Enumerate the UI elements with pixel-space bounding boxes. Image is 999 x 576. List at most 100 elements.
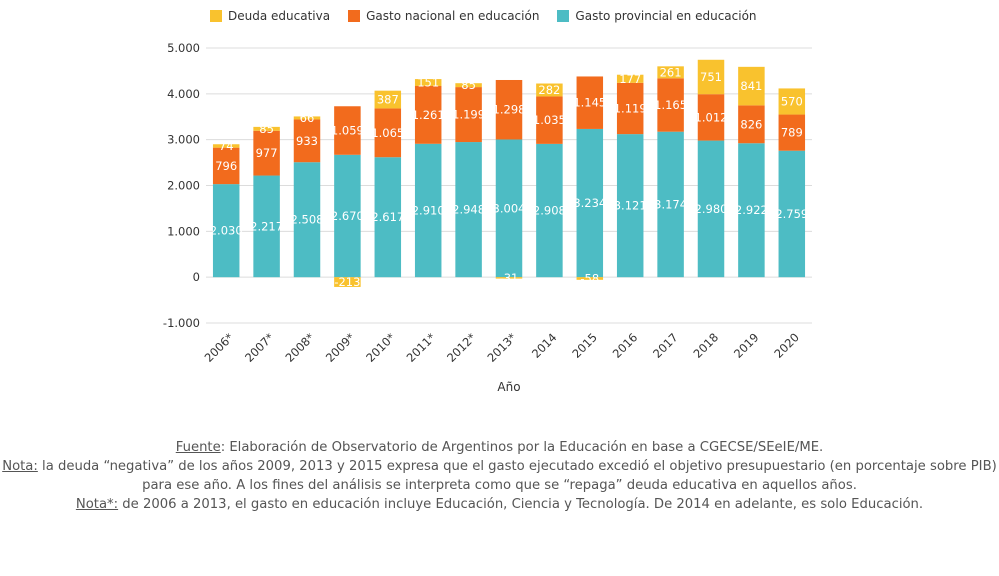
- data-label-provincial: 2.910: [412, 203, 445, 217]
- data-label-deuda: 74: [219, 139, 234, 153]
- bar-nacional: [657, 78, 684, 132]
- bar-nacional: [253, 130, 280, 176]
- data-label-deuda: 151: [417, 76, 439, 90]
- x-tick-label: 2008*: [282, 330, 317, 365]
- bar-nacional: [293, 119, 321, 163]
- note-scope-text: de 2006 a 2013, el gasto en educación in…: [118, 497, 924, 512]
- x-tick-label: 2020: [771, 330, 802, 361]
- note-scope-label: Nota*:: [75, 497, 119, 512]
- bar-provincial: [293, 162, 321, 278]
- chart-legend: Deuda educativa Gasto nacional en educac…: [210, 9, 757, 23]
- bar-deuda: [657, 66, 684, 79]
- data-label-provincial: 2.670: [331, 209, 364, 223]
- bar-deuda: [738, 66, 765, 106]
- data-label-deuda: 282: [538, 83, 560, 97]
- data-label-deuda: 261: [660, 65, 682, 79]
- bar-provincial: [576, 128, 604, 278]
- data-label-nacional: 1.261: [412, 108, 445, 122]
- legend-item-nacional: Gasto nacional en educación: [348, 9, 539, 23]
- bar-provincial: [253, 175, 280, 278]
- bar-deuda: [212, 144, 240, 148]
- bar-provincial: [455, 142, 482, 278]
- x-tick-label: 2009*: [323, 330, 358, 365]
- data-label-provincial: 3.121: [614, 199, 647, 213]
- data-label-nacional: 826: [740, 117, 762, 131]
- bar-nacional: [455, 87, 482, 143]
- bar-provincial: [536, 143, 563, 278]
- x-tick-label: 2019: [731, 330, 762, 361]
- note-negative-debt-text: la deuda “negativa” de los años 2009, 20…: [37, 459, 997, 493]
- note-negative-debt: Nota: la deuda “negativa” de los años 20…: [0, 457, 999, 495]
- data-label-provincial: 3.004: [493, 201, 526, 215]
- data-label-provincial: 2.508: [291, 213, 324, 227]
- data-label-nacional: 1.145: [573, 96, 606, 110]
- bar-nacional: [212, 147, 240, 185]
- legend-label-provincial: Gasto provincial en educación: [575, 9, 757, 23]
- data-label-nacional: 1.119: [614, 101, 647, 115]
- data-label-provincial: 2.759: [775, 207, 808, 221]
- bar-deuda: [495, 277, 523, 279]
- legend-swatch-provincial: [557, 10, 570, 22]
- bar-nacional: [738, 105, 765, 144]
- data-label-provincial: 2.217: [250, 219, 283, 233]
- y-tick-label: 0: [193, 270, 200, 284]
- data-label-nacional: 977: [256, 146, 278, 160]
- data-label-nacional: 789: [781, 126, 803, 140]
- data-label-deuda: 85: [259, 122, 274, 136]
- data-label-deuda: 66: [300, 111, 315, 125]
- bar-nacional: [697, 94, 725, 141]
- data-label-deuda: -31: [500, 271, 519, 285]
- bar-nacional: [576, 76, 604, 129]
- y-tick-label: 2.000: [167, 179, 200, 193]
- data-label-nacional: 1.165: [654, 98, 687, 112]
- data-label-deuda: 841: [740, 79, 762, 93]
- data-label-provincial: 2.908: [533, 204, 566, 218]
- data-label-nacional: 1.059: [331, 124, 364, 138]
- x-tick-label: 2016: [610, 330, 641, 361]
- legend-label-nacional: Gasto nacional en educación: [366, 9, 540, 23]
- note-source-text: : Elaboración de Observatorio de Argenti…: [220, 440, 824, 455]
- bar-deuda: [253, 126, 280, 131]
- bar-provincial: [657, 131, 684, 278]
- data-label-nacional: 1.199: [452, 108, 485, 122]
- data-label-nacional: 1.298: [493, 103, 526, 117]
- bar-provincial: [212, 184, 240, 278]
- data-label-provincial: 2.948: [452, 203, 485, 217]
- y-tick-label: 3.000: [167, 133, 200, 147]
- bar-provincial: [778, 150, 806, 278]
- bar-nacional: [616, 82, 644, 135]
- x-tick-label: 2015: [569, 330, 600, 361]
- bar-provincial: [334, 154, 361, 278]
- data-label-deuda: -213: [334, 275, 360, 289]
- bar-deuda: [293, 116, 321, 120]
- data-label-nacional: 1.035: [533, 113, 566, 127]
- x-tick-label: 2011*: [404, 330, 439, 365]
- note-source: Fuente: Elaboración de Observatorio de A…: [0, 438, 999, 457]
- bar-deuda: [778, 88, 806, 115]
- x-tick-label: 2007*: [242, 330, 277, 365]
- bar-deuda: [334, 277, 361, 287]
- legend-item-provincial: Gasto provincial en educación: [557, 9, 757, 23]
- data-label-deuda: 85: [461, 78, 476, 92]
- x-tick-label: 2006*: [202, 330, 237, 365]
- data-label-nacional: 796: [215, 159, 237, 173]
- bar-nacional: [414, 85, 442, 144]
- bar-deuda: [455, 83, 482, 88]
- bar-provincial: [495, 139, 523, 278]
- y-tick-label: 5.000: [167, 41, 200, 55]
- bar-deuda: [616, 74, 644, 83]
- data-label-provincial: 2.922: [735, 203, 768, 217]
- legend-label-deuda: Deuda educativa: [228, 9, 331, 23]
- bar-deuda: [697, 59, 725, 95]
- bar-provincial: [616, 134, 644, 278]
- data-label-deuda: 751: [700, 70, 722, 84]
- data-label-provincial: 2.030: [210, 224, 243, 238]
- bar-provincial: [374, 157, 402, 278]
- data-label-deuda: 570: [781, 94, 803, 108]
- bar-provincial: [414, 143, 442, 278]
- data-label-provincial: 2.617: [371, 210, 404, 224]
- x-tick-label: 2013*: [484, 330, 519, 365]
- bar-deuda: [536, 83, 563, 97]
- chart-notes: Fuente: Elaboración de Observatorio de A…: [0, 438, 999, 514]
- stacked-bar-chart: -1.000 0 1.000 2.000 3.000 4.000 5.000 2.030 796…: [163, 41, 812, 394]
